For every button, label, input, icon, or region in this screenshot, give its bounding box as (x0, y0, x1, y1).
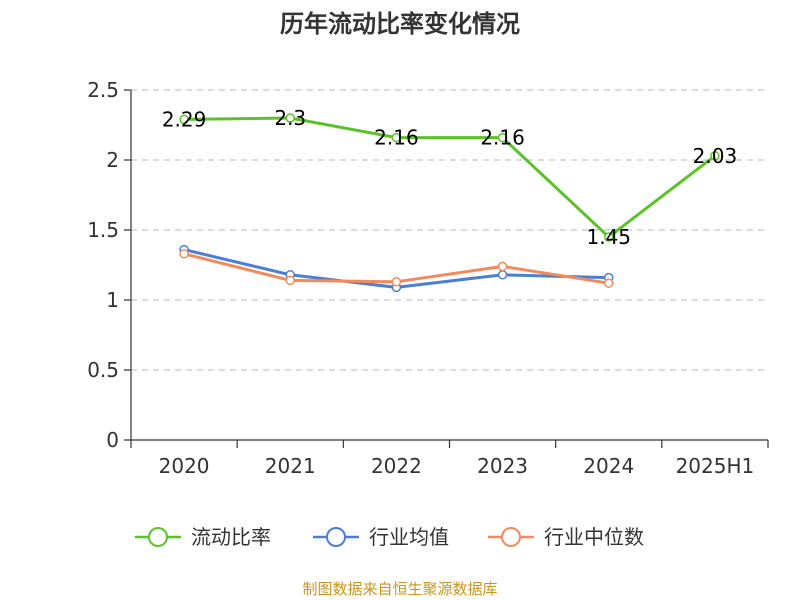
legend: 流动比率 行业均值 行业中位数 (135, 525, 644, 549)
data-point (710, 151, 720, 161)
x-tick-label: 2020 (159, 454, 210, 478)
legend-label: 行业中位数 (544, 525, 644, 549)
y-tick-label: 2 (106, 148, 119, 172)
data-label: 2.16 (374, 126, 419, 150)
data-point (285, 113, 295, 123)
x-tick-label: 2021 (265, 454, 316, 478)
data-label: 1.45 (586, 225, 631, 249)
series-group (179, 113, 720, 293)
x-axis: 2020 2021 2022 2023 2024 2025H1 (130, 439, 769, 478)
chart-title: 历年流动比率变化情况 (280, 10, 520, 38)
legend-marker (326, 527, 346, 547)
data-point (179, 114, 189, 125)
y-axis: 0 0.5 1 1.5 2 2.5 (87, 78, 132, 452)
x-tick-label: 2023 (477, 454, 528, 478)
data-point (179, 249, 189, 259)
data-point (285, 275, 295, 286)
grid-lines (131, 89, 768, 371)
data-point (604, 232, 614, 242)
x-tick-label: 2024 (583, 454, 634, 478)
data-point (391, 277, 402, 287)
data-label: 2.29 (162, 107, 207, 131)
legend-label: 行业均值 (369, 525, 449, 549)
data-label: 2.03 (693, 144, 738, 168)
data-point (497, 270, 508, 280)
data-point (391, 132, 402, 143)
y-tick-label: 1 (106, 288, 119, 312)
data-labels: 2.29 2.3 2.16 2.16 1.45 2.03 (162, 106, 737, 249)
legend-marker (501, 527, 521, 547)
data-point (497, 261, 508, 272)
data-point (604, 278, 614, 288)
y-tick-label: 2.5 (87, 78, 119, 102)
legend-marker (148, 527, 168, 547)
data-point (497, 132, 508, 143)
legend-label: 流动比率 (191, 525, 271, 549)
y-tick-label: 0.5 (87, 358, 119, 382)
source-note: 制图数据来自恒生聚源数据库 (302, 580, 497, 598)
series-line-0 (184, 116, 716, 239)
x-tick-label: 2025H1 (676, 454, 755, 478)
y-tick-label: 1.5 (87, 218, 119, 242)
data-label: 2.3 (274, 106, 306, 130)
y-tick-label: 0 (106, 428, 119, 452)
data-label: 2.16 (480, 126, 525, 150)
x-tick-label: 2022 (371, 454, 422, 478)
